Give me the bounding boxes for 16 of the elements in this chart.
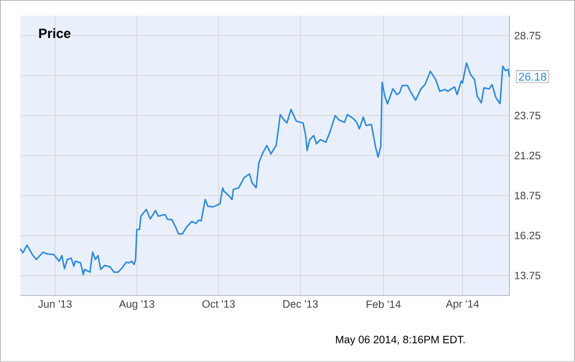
y-tick-label: 16.25	[514, 232, 540, 240]
line-series	[20, 62, 510, 276]
y-tick-label: 21.25	[514, 152, 540, 160]
text: May 06 2014, 8:16PM EDT.	[336, 336, 465, 346]
x-tick-label: Jun '13	[38, 300, 72, 308]
text: Price	[39, 28, 70, 38]
annotation: 26.18	[518, 72, 546, 81]
x-tick-label: Feb '14	[366, 300, 401, 308]
y-tick-label: 23.75	[514, 112, 540, 120]
x-tick-label: Oct '13	[202, 300, 235, 308]
x-tick-label: Dec '13	[283, 300, 318, 308]
x-tick-label: Apr '14	[446, 300, 479, 310]
y-tick-label: 28.75	[514, 32, 540, 40]
x-tick-label: Aug '13	[118, 300, 154, 310]
y-tick-label: 18.75	[514, 192, 540, 200]
y-tick-label: 13.75	[514, 272, 540, 280]
